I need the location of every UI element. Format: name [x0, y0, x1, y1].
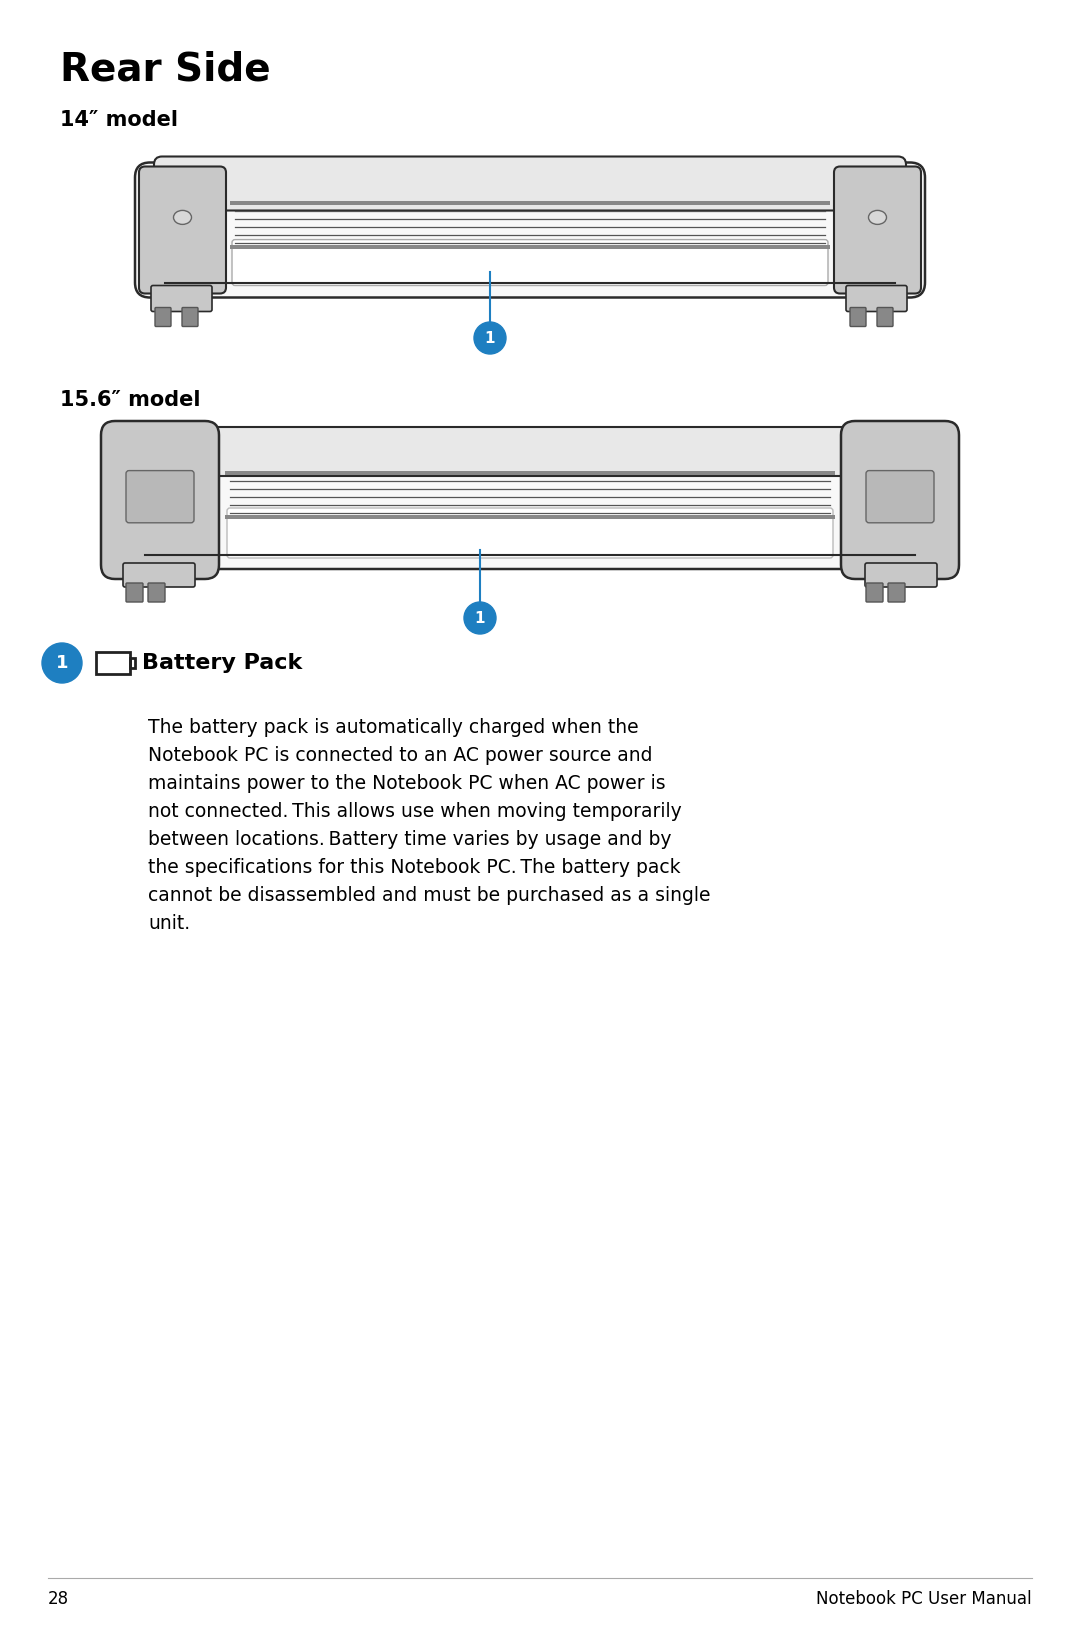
Text: 14″ model: 14″ model: [60, 111, 178, 130]
Text: 15.6″ model: 15.6″ model: [60, 390, 201, 410]
Circle shape: [42, 643, 82, 683]
FancyBboxPatch shape: [227, 508, 833, 558]
FancyBboxPatch shape: [841, 421, 959, 579]
Text: Notebook PC User Manual: Notebook PC User Manual: [816, 1590, 1032, 1607]
Text: The battery pack is automatically charged when the
Notebook PC is connected to a: The battery pack is automatically charge…: [148, 718, 711, 932]
FancyBboxPatch shape: [225, 516, 835, 519]
FancyBboxPatch shape: [850, 308, 866, 327]
Ellipse shape: [174, 210, 191, 225]
FancyBboxPatch shape: [846, 285, 907, 311]
FancyBboxPatch shape: [136, 426, 924, 477]
FancyBboxPatch shape: [123, 563, 195, 587]
Ellipse shape: [868, 210, 887, 225]
FancyBboxPatch shape: [866, 470, 934, 522]
FancyBboxPatch shape: [230, 200, 831, 205]
Text: Rear Side: Rear Side: [60, 50, 271, 88]
Circle shape: [474, 322, 507, 355]
FancyBboxPatch shape: [866, 582, 883, 602]
FancyBboxPatch shape: [151, 285, 212, 311]
FancyBboxPatch shape: [116, 431, 944, 569]
Text: 1: 1: [485, 330, 496, 345]
FancyBboxPatch shape: [225, 472, 835, 475]
Text: 1: 1: [475, 610, 485, 625]
FancyBboxPatch shape: [183, 308, 198, 327]
FancyBboxPatch shape: [148, 582, 165, 602]
FancyBboxPatch shape: [154, 156, 906, 210]
FancyBboxPatch shape: [888, 582, 905, 602]
FancyBboxPatch shape: [126, 470, 194, 522]
Text: 1: 1: [56, 654, 68, 672]
FancyBboxPatch shape: [156, 308, 171, 327]
FancyBboxPatch shape: [877, 308, 893, 327]
Text: Battery Pack: Battery Pack: [141, 652, 302, 674]
FancyBboxPatch shape: [232, 239, 828, 285]
FancyBboxPatch shape: [834, 166, 921, 293]
Circle shape: [464, 602, 496, 635]
Text: 28: 28: [48, 1590, 69, 1607]
FancyBboxPatch shape: [135, 163, 924, 298]
FancyBboxPatch shape: [139, 166, 226, 293]
FancyBboxPatch shape: [102, 421, 219, 579]
FancyBboxPatch shape: [865, 563, 937, 587]
FancyBboxPatch shape: [126, 582, 143, 602]
FancyBboxPatch shape: [230, 244, 831, 249]
